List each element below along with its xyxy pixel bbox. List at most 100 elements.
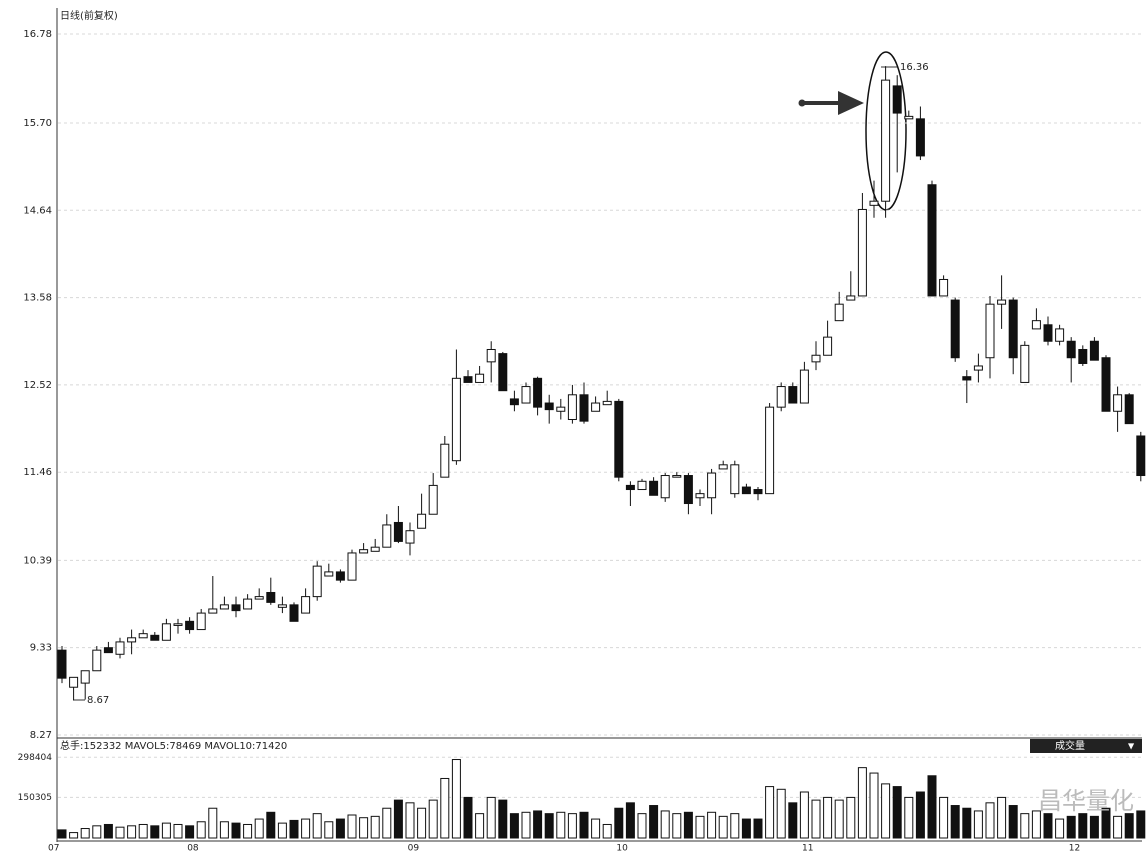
volume-bar (440, 777, 450, 839)
candle-body (695, 493, 705, 499)
candle-body (115, 641, 125, 655)
candle-body (915, 118, 925, 157)
volume-button-label[interactable]: 成交量 (1055, 739, 1085, 752)
volume-bar (1031, 810, 1041, 839)
candle-body (591, 402, 601, 412)
volume-bar (115, 826, 125, 839)
volume-button[interactable] (1030, 739, 1142, 753)
volume-bar (185, 825, 195, 839)
candle-body (869, 200, 879, 206)
volume-bar (567, 813, 577, 839)
candle-body (1066, 340, 1076, 359)
volume-bar (857, 767, 867, 839)
candle-body (892, 85, 902, 114)
arrow-tail (798, 99, 806, 107)
volume-bar (417, 807, 427, 839)
candle-body (219, 604, 229, 610)
y-tick-label: 14.64 (23, 205, 52, 216)
candle-body (718, 464, 728, 470)
volume-bar (788, 802, 798, 839)
volume-bar (103, 823, 113, 839)
candle-body (939, 278, 949, 297)
candle-body (614, 400, 624, 478)
candle-body (834, 303, 844, 322)
watermark: 昌华量化 (1038, 787, 1134, 815)
candle-body (185, 620, 195, 631)
candle-body (683, 475, 693, 505)
candle-body (277, 604, 287, 608)
x-tick-label: 10 (616, 844, 628, 854)
volume-bar (962, 807, 972, 839)
arrow-head (838, 91, 864, 115)
candle-body (904, 115, 914, 120)
y-tick-label: 15.70 (23, 118, 52, 129)
volume-bar (486, 796, 496, 839)
y-tick-label: 16.78 (23, 29, 52, 40)
volume-bar (509, 813, 519, 839)
volume-bar (927, 775, 937, 839)
candle-body (428, 484, 438, 515)
candle-body (602, 400, 612, 406)
volume-bar (393, 799, 403, 839)
volume-bar (591, 818, 601, 839)
candle-body (823, 336, 833, 356)
volume-tick-label: 150305 (18, 793, 52, 803)
volume-bar (289, 819, 299, 839)
candle-body (672, 475, 682, 478)
candle-body (196, 612, 206, 631)
candle-body (243, 598, 253, 610)
volume-bar (301, 818, 311, 839)
volume-bar (881, 783, 891, 839)
volume-bar (1020, 813, 1030, 839)
volume-bar (614, 807, 624, 839)
volume-bar (498, 799, 508, 839)
candle-body (335, 571, 345, 581)
candle-body (1020, 344, 1030, 383)
volume-bar (428, 799, 438, 839)
candle-body (1043, 324, 1053, 342)
candle-body (533, 377, 543, 408)
volume-bar (707, 811, 717, 839)
candle-body (324, 571, 334, 577)
candle-body (985, 303, 995, 359)
volume-bar (405, 802, 415, 839)
volume-bar (869, 772, 879, 839)
volume-bar (915, 791, 925, 839)
y-tick-label: 8.27 (30, 730, 52, 741)
candle-body (266, 591, 276, 603)
candle-body (289, 604, 299, 622)
candle-body (660, 475, 670, 499)
candle-body (103, 647, 113, 654)
candle-body (150, 634, 160, 641)
candle-body (649, 480, 659, 496)
volume-bar (92, 825, 102, 839)
volume-bar (1008, 805, 1018, 839)
volume-bar (127, 825, 137, 839)
dropdown-icon[interactable]: ▼ (1128, 742, 1135, 751)
low-label: 8.67 (87, 695, 109, 706)
volume-bar (973, 810, 983, 839)
candle-body (846, 295, 856, 301)
volume-bar (753, 818, 763, 839)
candle-body (567, 394, 577, 421)
volume-bar (1066, 815, 1076, 839)
high-label: 16.36 (900, 62, 929, 73)
candle-body (80, 670, 90, 684)
volume-bar (150, 825, 160, 839)
volume-bar (138, 823, 148, 839)
volume-header: 总手:152332 MAVOL5:78469 MAVOL10:71420 (60, 739, 287, 752)
y-tick-label: 13.58 (23, 293, 52, 304)
candle-body (707, 472, 717, 499)
candle-body (1101, 357, 1111, 412)
volume-bar (741, 818, 751, 839)
volume-bar (1124, 813, 1134, 839)
volume-bar (846, 796, 856, 839)
volume-bar (730, 813, 740, 839)
candle-body (382, 524, 392, 548)
volume-bar (451, 759, 461, 839)
candle-body (208, 608, 218, 614)
chart-title: 日线(前复权) (60, 9, 118, 22)
volume-bar (231, 822, 241, 839)
candle-body (1113, 394, 1123, 412)
y-tick-label: 11.46 (23, 467, 52, 478)
